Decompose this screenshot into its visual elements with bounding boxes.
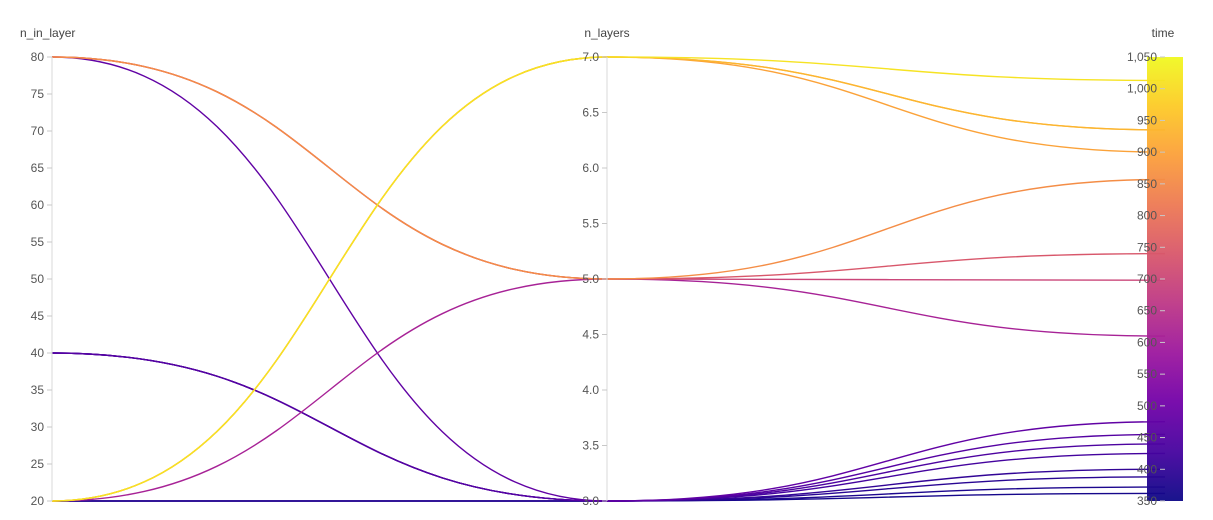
tick-label: 6.0 (582, 161, 599, 175)
tick-label: 700 (1137, 272, 1157, 286)
axis-n_in_layer[interactable]: n_in_layer 20 25 30 35 40 45 50 55 60 65 70 75 80 (20, 26, 75, 508)
tick-label: 60 (31, 198, 45, 212)
data-line-10[interactable] (51, 56, 1166, 280)
tick-label: 75 (31, 87, 45, 101)
data-line-5[interactable] (51, 352, 1166, 502)
data-line-0[interactable] (51, 492, 1166, 502)
data-line-7[interactable] (51, 56, 1166, 502)
data-line-3[interactable] (51, 352, 1166, 502)
axis-time[interactable]: time 350 400 450 500 550 600 650 700 750 800 850 900… (1127, 26, 1183, 508)
tick-label: 35 (31, 383, 45, 397)
axis-title: n_in_layer (20, 26, 75, 40)
tick-label: 900 (1137, 145, 1157, 159)
tick-label: 30 (31, 420, 45, 434)
tick-label: 350 (1137, 494, 1157, 508)
tick-label: 750 (1137, 240, 1157, 254)
tick-label: 6.5 (582, 106, 599, 120)
tick-label: 1,000 (1127, 82, 1157, 96)
tick-label: 500 (1137, 399, 1157, 413)
data-line-15[interactable] (51, 56, 1166, 502)
axis-title: n_layers (584, 26, 629, 40)
axis-n_layers[interactable]: n_layers 3.0 3.5 4.0 4.5 5.0 5.5 6.0 6.5 7.0 (582, 26, 629, 508)
data-line-6[interactable] (51, 352, 1166, 502)
data-line-4[interactable] (51, 352, 1166, 502)
data-line-1[interactable] (51, 486, 1166, 502)
tick-label: 450 (1137, 431, 1157, 445)
data-line-11[interactable] (51, 56, 1166, 280)
tick-label: 950 (1137, 113, 1157, 127)
tick-label: 650 (1137, 304, 1157, 318)
axes: n_in_layer 20 25 30 35 40 45 50 55 60 65 70 75 80 n_la… (20, 26, 1183, 508)
axis-title: time (1152, 26, 1175, 40)
tick-label: 4.0 (582, 383, 599, 397)
tick-label: 3.0 (582, 494, 599, 508)
tick-label: 850 (1137, 177, 1157, 191)
tick-label: 550 (1137, 367, 1157, 381)
tick-label: 5.0 (582, 272, 599, 286)
tick-label: 20 (31, 494, 45, 508)
tick-label: 7.0 (582, 50, 599, 64)
tick-label: 40 (31, 346, 45, 360)
tick-label: 55 (31, 235, 45, 249)
tick-label: 400 (1137, 462, 1157, 476)
tick-label: 25 (31, 457, 45, 471)
tick-label: 65 (31, 161, 45, 175)
tick-label: 3.5 (582, 439, 599, 453)
tick-label: 4.5 (582, 328, 599, 342)
tick-label: 600 (1137, 335, 1157, 349)
data-lines (51, 56, 1166, 502)
tick-label: 1,050 (1127, 50, 1157, 64)
data-line-9[interactable] (51, 56, 1166, 281)
tick-label: 800 (1137, 209, 1157, 223)
data-line-8[interactable] (51, 278, 1166, 502)
tick-label: 5.5 (582, 217, 599, 231)
tick-label: 50 (31, 272, 45, 286)
tick-label: 80 (31, 50, 45, 64)
tick-label: 70 (31, 124, 45, 138)
tick-label: 45 (31, 309, 45, 323)
